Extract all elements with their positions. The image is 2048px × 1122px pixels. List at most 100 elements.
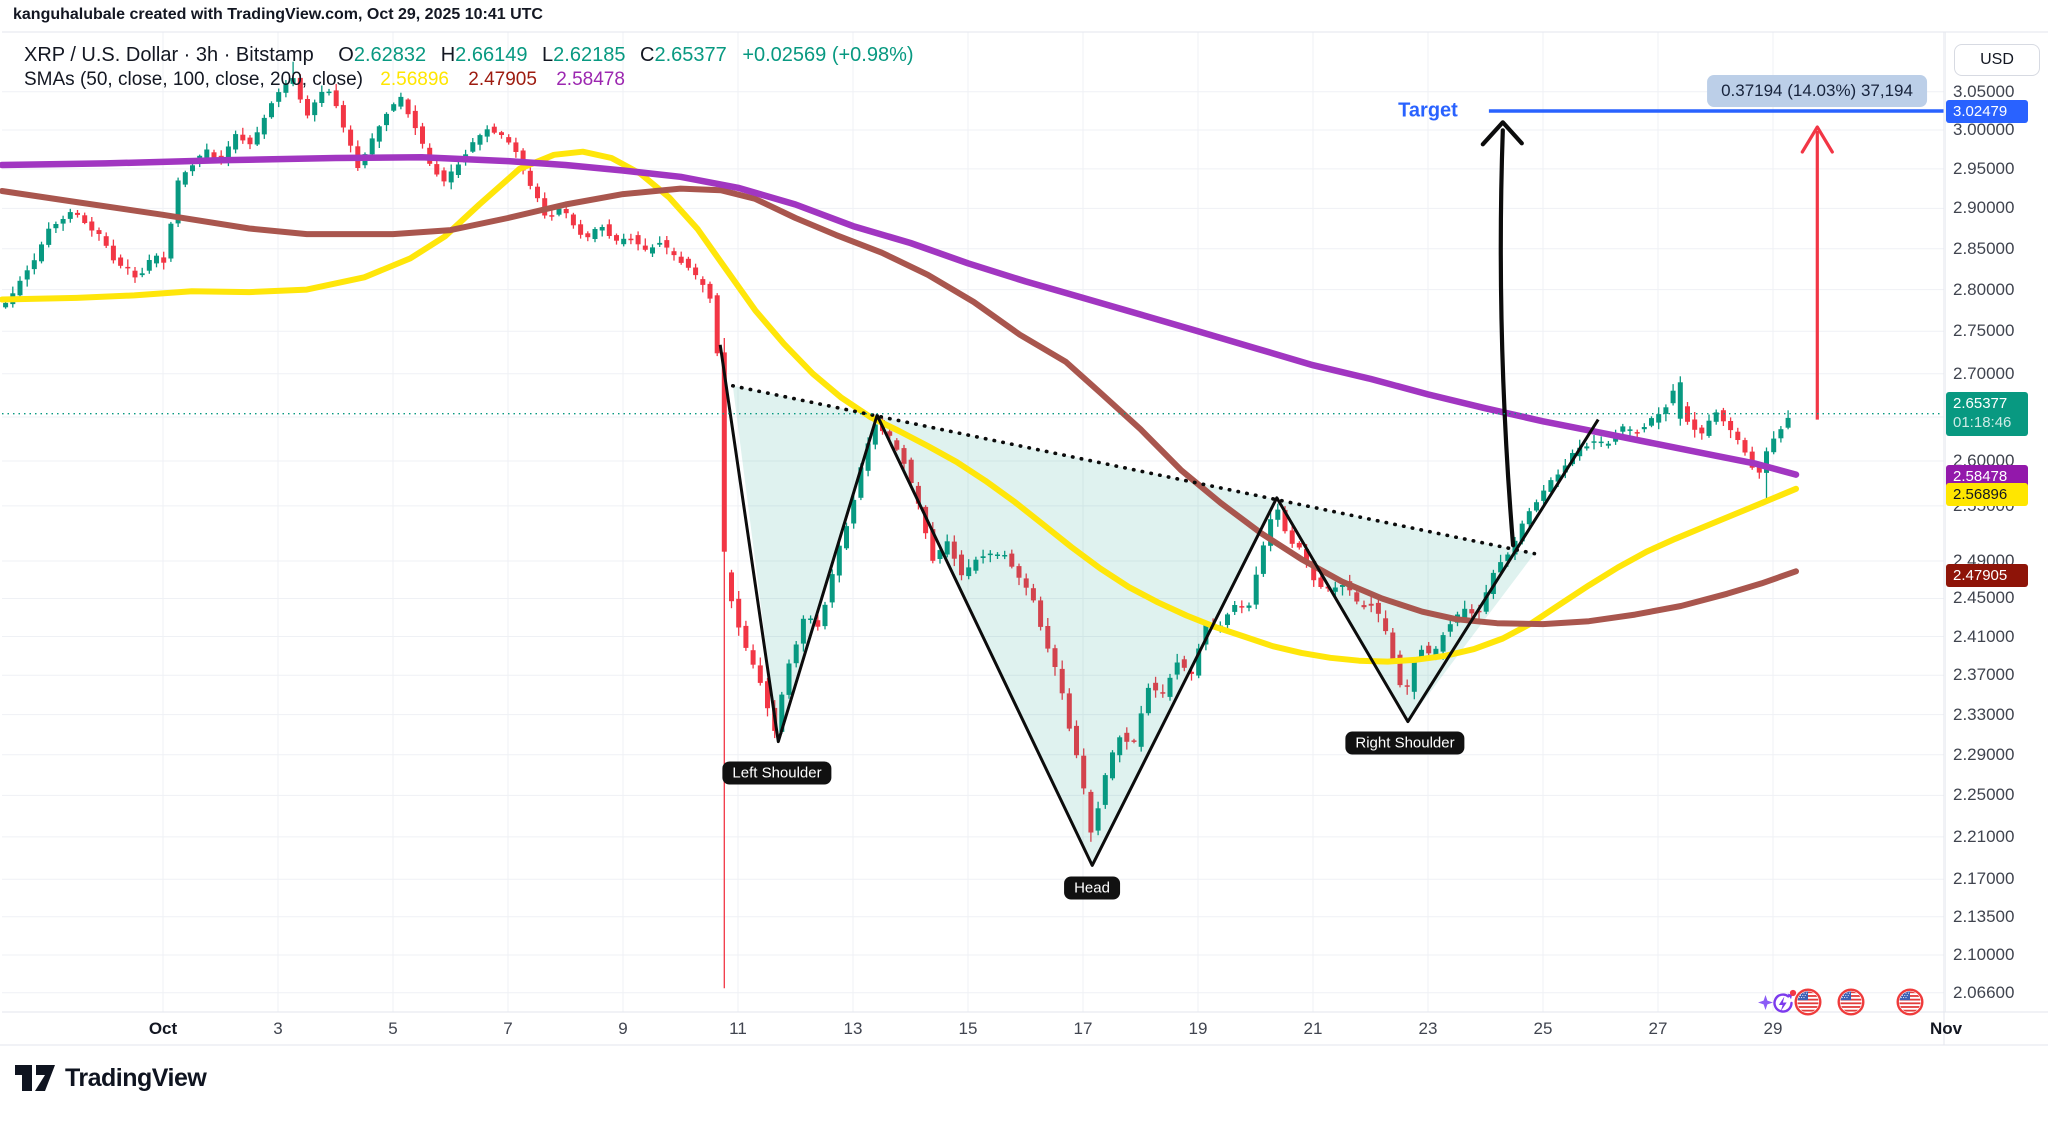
candle-body (1153, 682, 1159, 691)
us-flag-event-icon[interactable] (1895, 987, 1925, 1022)
close-key: C (640, 44, 655, 66)
candle-body (398, 96, 404, 107)
candle-body (1332, 587, 1338, 592)
currency-usd-button[interactable]: USD (1954, 44, 2040, 76)
tradingview-logo-icon[interactable] (14, 1062, 56, 1094)
candle-body (700, 279, 706, 285)
candle-body (1649, 418, 1654, 426)
candle-body (707, 283, 713, 299)
candle-body (1433, 648, 1439, 657)
refresh-bolt-event-icon[interactable] (1767, 987, 1799, 1024)
us-flag-event-icon[interactable] (1836, 987, 1866, 1022)
symbol-title[interactable]: XRP / U.S. Dollar · 3h · Bitstamp (24, 44, 314, 66)
candle-body (161, 257, 167, 263)
candle-body (146, 260, 152, 271)
candle-body (959, 554, 964, 576)
time-tick-label: Oct (148, 1019, 178, 1038)
price-tick-label: 2.06600 (1953, 983, 2015, 1002)
candle-body (269, 103, 274, 118)
time-tick-label: 15 (958, 1019, 978, 1038)
time-tick-label: 7 (503, 1019, 513, 1038)
candle-body (1030, 588, 1036, 601)
candle-body (1059, 668, 1065, 694)
candle-body (1289, 530, 1295, 544)
candle-body (635, 235, 641, 245)
candle-body (39, 244, 44, 262)
sma100-line[interactable] (0, 185, 1799, 628)
candle-body (1411, 661, 1417, 692)
candle-body (89, 221, 95, 231)
high-key: H (440, 44, 456, 66)
candle-body (1663, 407, 1669, 414)
candle-body (829, 574, 835, 603)
sma-indicator-row: SMAs (50, close, 100, close, 200, close)… (24, 68, 914, 91)
head-and-shoulders-outline[interactable] (718, 344, 1600, 867)
candle-body (808, 618, 814, 620)
candle-body (154, 255, 159, 264)
price-tick-label: 2.13500 (1953, 907, 2015, 926)
candle-body (671, 251, 677, 256)
candle-body (1627, 429, 1633, 431)
symbol-ohlc-row: XRP / U.S. Dollar · 3h · Bitstamp O2.628… (24, 44, 914, 67)
candle-body (1605, 443, 1611, 446)
candle-body (1066, 693, 1072, 729)
pattern-label-head[interactable]: Head (1064, 876, 1120, 900)
candle-body (836, 545, 842, 576)
candle-body (319, 91, 325, 103)
candle-body (1756, 467, 1762, 473)
candle-body (1189, 671, 1194, 674)
candle-body (139, 273, 145, 276)
candle-body (556, 208, 562, 215)
sma-indicator-title[interactable]: SMAs (50, close, 100, close, 200, close) (24, 69, 363, 90)
candle-body (1620, 426, 1626, 432)
time-tick-label: 5 (388, 1019, 398, 1038)
candle-body (1088, 791, 1094, 833)
breakout-arrow-shaft[interactable] (1498, 128, 1516, 548)
chart-legend: XRP / U.S. Dollar · 3h · Bitstamp O2.628… (24, 44, 914, 91)
candle-body (1174, 662, 1180, 675)
candle-body (455, 164, 461, 175)
candle-body (1469, 609, 1475, 614)
candle-body (915, 485, 921, 504)
candle-body (1685, 406, 1690, 422)
candle-body (800, 618, 806, 644)
attribution-text: kanguhalubale created with TradingView.c… (13, 6, 543, 23)
candle-body (1404, 685, 1410, 687)
sma200-line[interactable] (0, 153, 1800, 478)
pattern-label-left-shoulder[interactable]: Left Shoulder (722, 761, 832, 785)
candle-body (118, 257, 124, 266)
candle-body (1591, 441, 1597, 443)
candle-body (685, 258, 691, 268)
candle-body (657, 242, 663, 245)
low-key: L (542, 44, 554, 66)
candle-body (1203, 623, 1209, 645)
candle-body (412, 110, 418, 129)
target-annotation-label[interactable]: Target (1398, 99, 1458, 122)
neckline-dotted[interactable] (731, 384, 1537, 556)
candle-body (815, 620, 821, 627)
candle-body (1124, 732, 1130, 742)
candle-body (103, 236, 109, 246)
candle-body (67, 212, 73, 219)
candle-body (391, 104, 397, 111)
candle-body (844, 526, 849, 549)
candle-body (1102, 775, 1108, 805)
us-flag-event-icon[interactable] (1793, 987, 1823, 1022)
candle-body (980, 556, 986, 558)
candle-body (736, 598, 742, 628)
candle-body (664, 240, 670, 248)
tradingview-brand-text[interactable]: TradingView (65, 1063, 207, 1092)
measure-annotation-label[interactable]: 0.37194 (14.03%) 37,194 (1707, 75, 1927, 107)
pattern-label-right-shoulder[interactable]: Right Shoulder (1345, 731, 1465, 755)
candle-body (312, 102, 318, 116)
candle-body (369, 138, 375, 155)
candle-body (110, 245, 116, 261)
candle-body (1110, 752, 1115, 779)
candle-body (348, 129, 354, 146)
candle-body (1584, 446, 1590, 449)
candle-body (894, 440, 900, 450)
candle-body (1764, 451, 1769, 473)
candle-body (1526, 511, 1532, 525)
